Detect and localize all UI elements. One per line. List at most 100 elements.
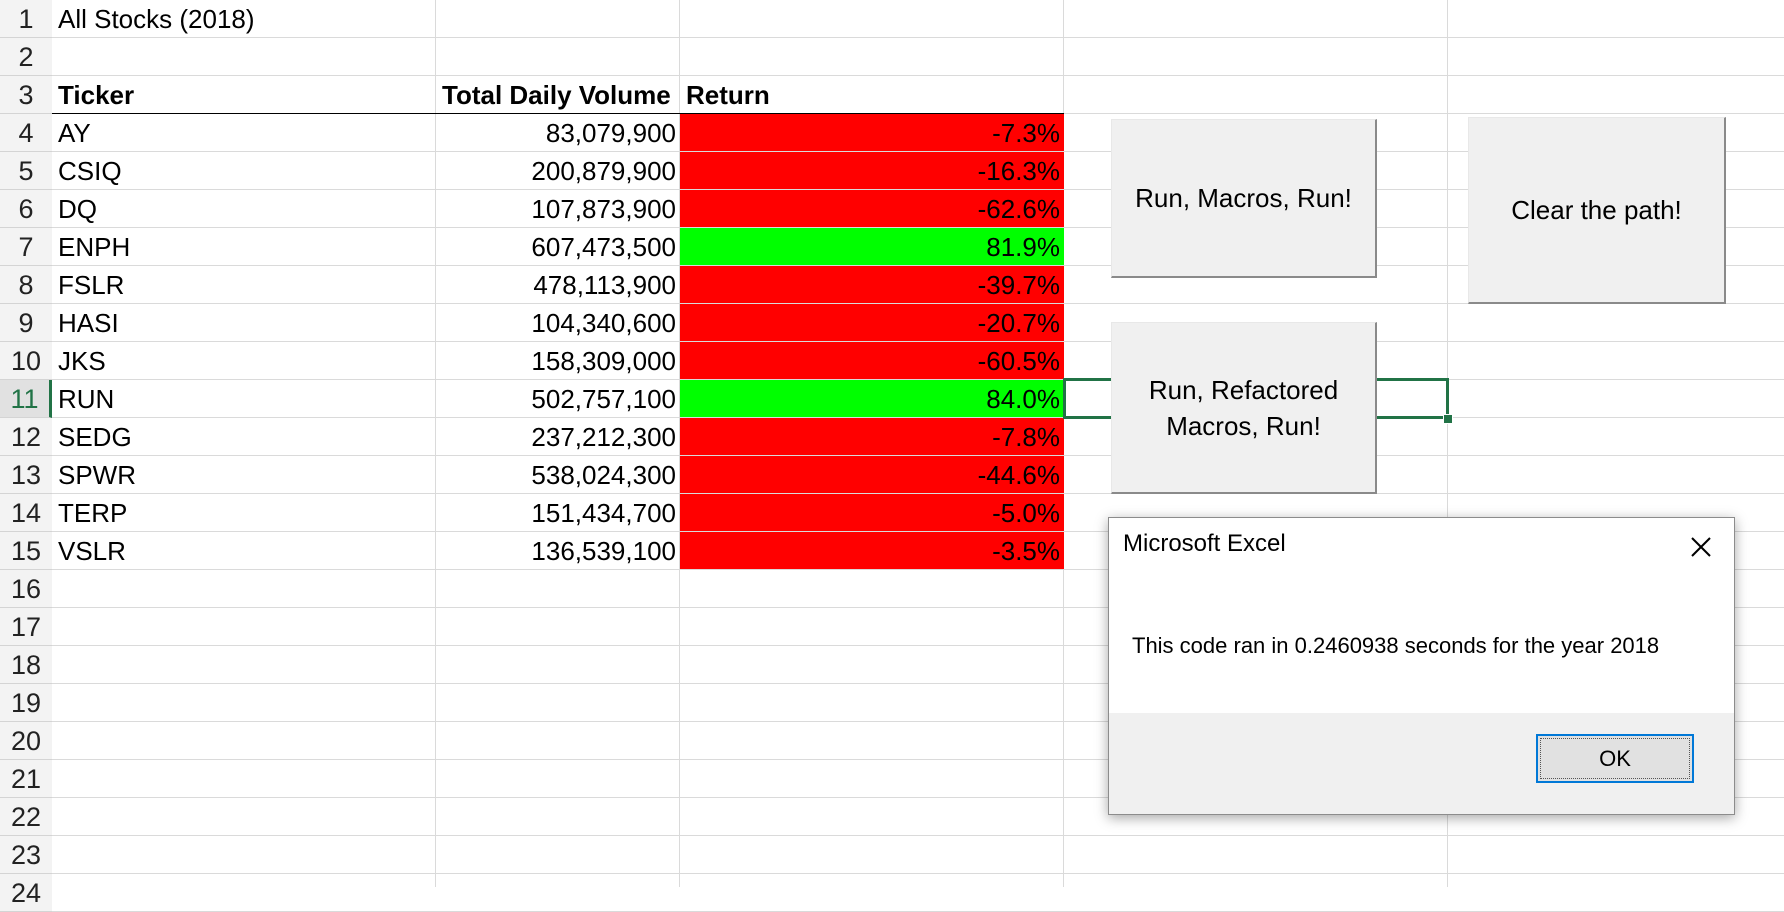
row-header[interactable]: 8: [0, 266, 52, 304]
row-header[interactable]: 13: [0, 456, 52, 494]
grid-line-horizontal: [52, 645, 1784, 646]
row-header[interactable]: 20: [0, 722, 52, 760]
grid-line-horizontal: [52, 797, 1784, 798]
ticker-cell[interactable]: ENPH: [58, 232, 131, 262]
grid-line-horizontal: [52, 455, 1784, 456]
run-macros-button[interactable]: Run, Macros, Run!: [1111, 119, 1377, 278]
row-header[interactable]: 7: [0, 228, 52, 266]
grid-line-vertical: [679, 0, 680, 887]
run-refactored-macros-button[interactable]: Run, Refactored Macros, Run!: [1111, 322, 1377, 494]
volume-cell[interactable]: 104,340,600: [531, 308, 676, 338]
volume-cell[interactable]: 607,473,500: [531, 232, 676, 262]
run-macros-label: Run, Macros, Run!: [1135, 183, 1352, 213]
header-volume-cell[interactable]: Total Daily Volume: [442, 80, 671, 110]
ticker-cell[interactable]: DQ: [58, 194, 97, 224]
return-cell[interactable]: -60.5%: [680, 342, 1064, 379]
grid-line-horizontal: [52, 721, 1784, 722]
grid-line-horizontal: [52, 379, 1784, 380]
row-header[interactable]: 16: [0, 570, 52, 608]
ticker-cell[interactable]: TERP: [58, 498, 128, 528]
close-icon[interactable]: [1668, 518, 1734, 576]
row-header[interactable]: 19: [0, 684, 52, 722]
run-refactored-label-line2: Macros, Run!: [1166, 410, 1321, 441]
row-header[interactable]: 3: [0, 76, 52, 114]
row-header[interactable]: 11: [0, 380, 52, 418]
ticker-cell[interactable]: JKS: [58, 346, 106, 376]
return-cell[interactable]: 84.0%: [680, 380, 1064, 417]
row-header[interactable]: 23: [0, 836, 52, 874]
return-cell[interactable]: -7.3%: [680, 114, 1064, 151]
grid-line-horizontal: [52, 37, 1784, 38]
grid-line-horizontal: [52, 417, 1784, 418]
row-header[interactable]: 12: [0, 418, 52, 456]
volume-cell[interactable]: 107,873,900: [531, 194, 676, 224]
ticker-cell[interactable]: HASI: [58, 308, 119, 338]
return-cell[interactable]: 81.9%: [680, 228, 1064, 265]
ticker-cell[interactable]: VSLR: [58, 536, 126, 566]
grid-line-vertical: [435, 0, 436, 887]
grid-line-horizontal: [52, 227, 1784, 228]
ticker-cell[interactable]: SEDG: [58, 422, 132, 452]
grid-line-horizontal: [52, 75, 1784, 76]
grid-line-horizontal: [52, 683, 1784, 684]
grid-line-horizontal: [52, 835, 1784, 836]
row-header[interactable]: 17: [0, 608, 52, 646]
grid-line-horizontal: [52, 873, 1784, 874]
grid-line-vertical: [1447, 0, 1448, 887]
header-ticker-cell[interactable]: Ticker: [58, 80, 135, 110]
ok-label: OK: [1599, 745, 1631, 771]
row-header[interactable]: 9: [0, 304, 52, 342]
return-cell[interactable]: -62.6%: [680, 190, 1064, 227]
row-header[interactable]: 1: [0, 0, 52, 38]
volume-cell[interactable]: 538,024,300: [531, 460, 676, 490]
return-cell[interactable]: -16.3%: [680, 152, 1064, 189]
row-header[interactable]: 14: [0, 494, 52, 532]
row-header[interactable]: 5: [0, 152, 52, 190]
ticker-cell[interactable]: CSIQ: [58, 156, 122, 186]
volume-cell[interactable]: 237,212,300: [531, 422, 676, 452]
sheet-title-cell[interactable]: All Stocks (2018): [58, 4, 255, 34]
return-cell[interactable]: -5.0%: [680, 494, 1064, 531]
ticker-cell[interactable]: FSLR: [58, 270, 125, 300]
return-cell[interactable]: -3.5%: [680, 532, 1064, 569]
header-border: [52, 113, 1064, 114]
grid-line-horizontal: [52, 531, 1784, 532]
volume-cell[interactable]: 200,879,900: [531, 156, 676, 186]
grid-line-horizontal: [52, 151, 1784, 152]
volume-cell[interactable]: 478,113,900: [533, 270, 676, 300]
row-header[interactable]: 4: [0, 114, 52, 152]
grid-line-horizontal: [52, 493, 1784, 494]
volume-cell[interactable]: 502,757,100: [531, 384, 676, 414]
dialog-message: This code ran in 0.2460938 seconds for t…: [1132, 633, 1660, 658]
ticker-cell[interactable]: RUN: [58, 384, 115, 414]
return-cell[interactable]: -39.7%: [680, 266, 1064, 303]
return-cell[interactable]: -20.7%: [680, 304, 1064, 341]
return-cell[interactable]: -44.6%: [680, 456, 1064, 493]
fill-handle[interactable]: [1443, 414, 1453, 424]
row-header[interactable]: 6: [0, 190, 52, 228]
row-header[interactable]: 22: [0, 798, 52, 836]
run-refactored-label-line1: Run, Refactored: [1148, 374, 1339, 405]
volume-cell[interactable]: 136,539,100: [531, 536, 676, 566]
volume-cell[interactable]: 83,079,900: [545, 118, 676, 148]
row-header[interactable]: 15: [0, 532, 52, 570]
ticker-cell[interactable]: SPWR: [58, 460, 136, 490]
row-header[interactable]: 2: [0, 38, 52, 76]
return-cell[interactable]: -7.8%: [680, 418, 1064, 455]
clear-path-button[interactable]: Clear the path!: [1468, 117, 1726, 304]
grid-line-horizontal: [52, 759, 1784, 760]
row-header[interactable]: 18: [0, 646, 52, 684]
grid-line-horizontal: [52, 607, 1784, 608]
row-header[interactable]: 10: [0, 342, 52, 380]
volume-cell[interactable]: 151,434,700: [531, 498, 676, 528]
ticker-cell[interactable]: AY: [58, 118, 91, 148]
row-header[interactable]: 21: [0, 760, 52, 798]
header-return-cell[interactable]: Return: [686, 80, 770, 110]
volume-cell[interactable]: 158,309,000: [531, 346, 676, 376]
grid-line-horizontal: [52, 303, 1784, 304]
dialog-title: Microsoft Excel: [1123, 530, 1286, 557]
clear-path-label: Clear the path!: [1511, 195, 1682, 225]
row-header[interactable]: 24: [0, 874, 52, 912]
ok-button[interactable]: OK: [1536, 734, 1694, 783]
